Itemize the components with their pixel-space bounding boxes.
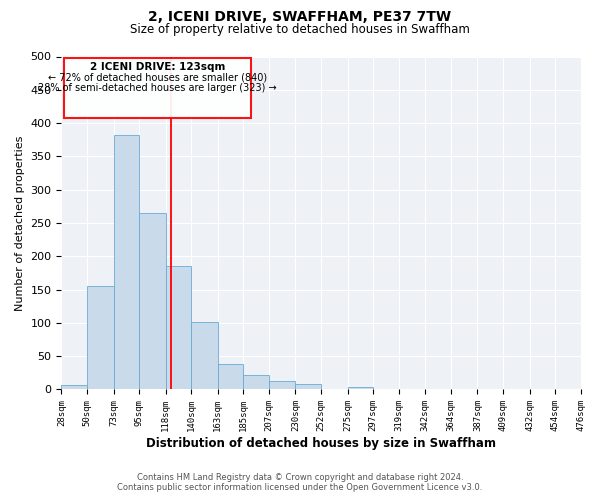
Text: Size of property relative to detached houses in Swaffham: Size of property relative to detached ho… [130, 22, 470, 36]
Bar [295, 384, 321, 390]
Bar [191, 322, 218, 390]
Bar [61, 385, 87, 390]
Bar [218, 364, 244, 390]
Text: 2 ICENI DRIVE: 123sqm: 2 ICENI DRIVE: 123sqm [90, 62, 225, 72]
Text: 28% of semi-detached houses are larger (323) →: 28% of semi-detached houses are larger (… [38, 83, 277, 93]
FancyBboxPatch shape [64, 58, 251, 118]
Bar [244, 375, 269, 390]
Bar [139, 213, 166, 390]
Text: ← 72% of detached houses are smaller (840): ← 72% of detached houses are smaller (84… [48, 72, 267, 83]
X-axis label: Distribution of detached houses by size in Swaffham: Distribution of detached houses by size … [146, 437, 496, 450]
Y-axis label: Number of detached properties: Number of detached properties [15, 136, 25, 310]
Bar [87, 286, 113, 390]
Bar [347, 388, 373, 390]
Bar [113, 135, 139, 390]
Bar [269, 381, 295, 390]
Text: 2, ICENI DRIVE, SWAFFHAM, PE37 7TW: 2, ICENI DRIVE, SWAFFHAM, PE37 7TW [148, 10, 452, 24]
Bar [166, 266, 191, 390]
Text: Contains HM Land Registry data © Crown copyright and database right 2024.
Contai: Contains HM Land Registry data © Crown c… [118, 473, 482, 492]
